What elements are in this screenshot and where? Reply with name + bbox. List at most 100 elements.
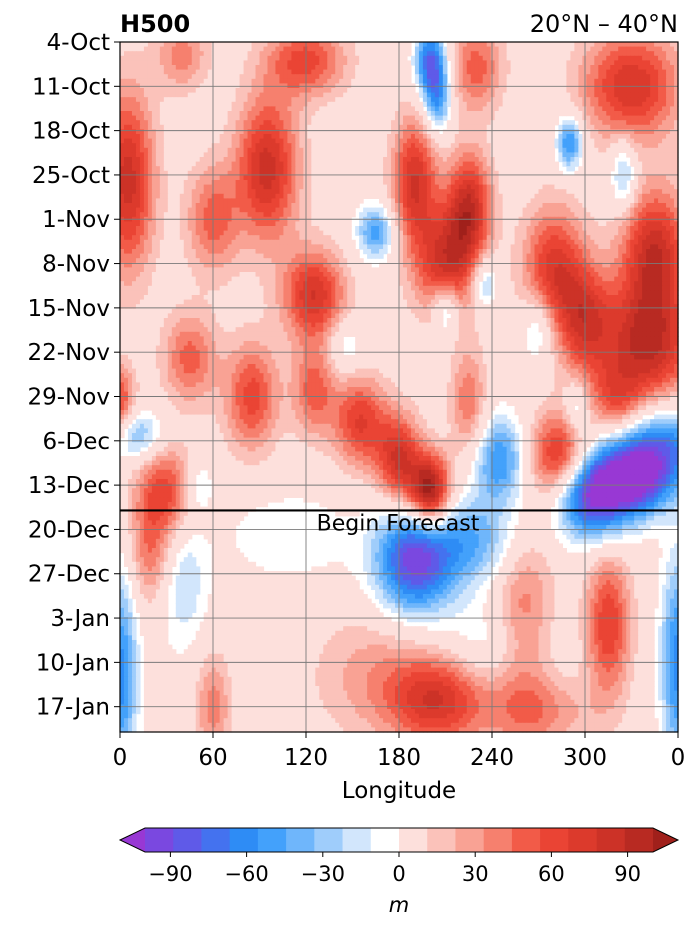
contour-cell bbox=[395, 69, 400, 75]
contour-cell bbox=[674, 134, 679, 140]
contour-cell bbox=[159, 170, 165, 176]
contour-cell bbox=[299, 129, 304, 135]
contour-cell bbox=[502, 115, 508, 121]
contour-cell bbox=[231, 180, 237, 186]
contour-cell bbox=[375, 184, 380, 190]
contour-cell bbox=[387, 115, 392, 121]
contour-cell bbox=[662, 60, 667, 66]
contour-cell bbox=[363, 129, 368, 135]
contour-cell bbox=[462, 55, 468, 61]
contour-cell bbox=[275, 184, 281, 190]
contour-cell bbox=[574, 143, 579, 149]
contour-cell bbox=[530, 175, 536, 181]
contour-cell bbox=[490, 161, 496, 167]
contour-cell bbox=[151, 152, 157, 158]
contour-cell bbox=[534, 74, 540, 80]
contour-cell bbox=[243, 193, 249, 199]
contour-cell bbox=[331, 97, 336, 103]
contour-cell bbox=[183, 170, 189, 176]
contour-cell bbox=[171, 134, 177, 140]
contour-cell bbox=[406, 46, 412, 52]
contour-cell bbox=[558, 124, 564, 130]
contour-cell bbox=[450, 138, 456, 144]
contour-cell bbox=[315, 180, 320, 186]
contour-cell bbox=[247, 166, 253, 172]
contour-cell bbox=[454, 97, 460, 103]
contour-cell bbox=[562, 180, 567, 186]
contour-cell bbox=[546, 106, 552, 112]
contour-cell bbox=[387, 60, 392, 66]
contour-cell bbox=[446, 170, 452, 176]
contour-cell bbox=[670, 198, 675, 204]
contour-cell bbox=[486, 166, 492, 172]
contour-cell bbox=[466, 111, 472, 117]
contour-cell bbox=[662, 134, 667, 140]
contour-cell bbox=[406, 143, 412, 149]
contour-cell bbox=[167, 147, 173, 153]
contour-cell bbox=[662, 152, 667, 158]
contour-cell bbox=[546, 115, 552, 121]
contour-cell bbox=[662, 120, 667, 126]
contour-cell bbox=[642, 198, 647, 204]
contour-cell bbox=[223, 134, 229, 140]
contour-cell bbox=[219, 88, 225, 94]
contour-cell bbox=[670, 166, 675, 172]
contour-cell bbox=[199, 51, 205, 57]
contour-cell bbox=[275, 46, 281, 52]
contour-cell bbox=[171, 129, 177, 135]
contour-cell bbox=[618, 170, 623, 176]
contour-cell bbox=[662, 115, 667, 121]
contour-cell bbox=[175, 55, 181, 61]
contour-cell bbox=[598, 42, 603, 48]
contour-cell bbox=[127, 97, 133, 103]
contour-cell bbox=[163, 193, 169, 199]
contour-cell bbox=[339, 152, 344, 158]
contour-cell bbox=[120, 124, 125, 130]
contour-cell bbox=[263, 152, 269, 158]
contour-cell bbox=[618, 147, 623, 153]
contour-cell bbox=[574, 152, 579, 158]
contour-cell bbox=[502, 55, 508, 61]
contour-cell bbox=[566, 65, 571, 71]
contour-cell bbox=[522, 97, 528, 103]
contour-cell bbox=[566, 46, 571, 52]
contour-cell bbox=[191, 193, 197, 199]
contour-cell bbox=[498, 189, 504, 195]
contour-cell bbox=[506, 97, 512, 103]
contour-cell bbox=[650, 180, 655, 186]
contour-cell bbox=[307, 180, 312, 186]
contour-cell bbox=[219, 166, 225, 172]
contour-cell bbox=[434, 143, 440, 149]
contour-cell bbox=[598, 120, 603, 126]
contour-cell bbox=[187, 124, 193, 130]
contour-cell bbox=[179, 74, 185, 80]
contour-cell bbox=[638, 124, 643, 130]
contour-cell bbox=[359, 170, 364, 176]
contour-cell bbox=[670, 180, 675, 186]
contour-cell bbox=[610, 166, 615, 172]
contour-cell bbox=[127, 120, 133, 126]
contour-cell bbox=[359, 78, 364, 84]
contour-cell bbox=[458, 129, 464, 135]
contour-cell bbox=[486, 138, 492, 144]
contour-cell bbox=[120, 51, 125, 57]
contour-cell bbox=[534, 184, 540, 190]
contour-cell bbox=[622, 97, 627, 103]
contour-cell bbox=[287, 111, 292, 117]
contour-cell bbox=[462, 46, 468, 52]
contour-cell bbox=[634, 101, 639, 107]
contour-cell bbox=[391, 184, 396, 190]
contour-cell bbox=[502, 157, 508, 163]
contour-cell bbox=[586, 111, 591, 117]
contour-cell bbox=[255, 166, 261, 172]
contour-cell bbox=[171, 198, 177, 204]
contour-cell bbox=[438, 134, 444, 140]
contour-cell bbox=[167, 111, 173, 117]
contour-cell bbox=[422, 120, 428, 126]
contour-cell bbox=[462, 193, 468, 199]
contour-cell bbox=[131, 203, 137, 209]
contour-cell bbox=[143, 124, 149, 130]
contour-cell bbox=[462, 170, 468, 176]
contour-cell bbox=[566, 147, 571, 153]
contour-cell bbox=[315, 55, 320, 61]
